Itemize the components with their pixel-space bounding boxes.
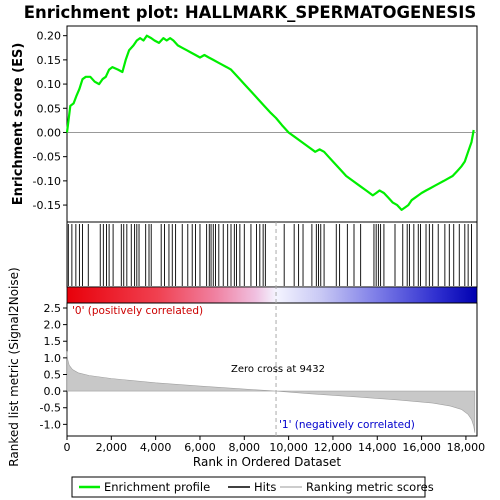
metric-y-tick-label: 0.5 bbox=[44, 368, 62, 381]
enrichment-score-panel: 0.20 0.15 0.10 0.05 0.00 -0.05 -0.10 -0.15 Enri… bbox=[11, 25, 478, 223]
x-ticks: 0 2,000 4,000 6,000 8,000 10,000 12,000 14,000 1… bbox=[64, 436, 486, 454]
hits-plot-area bbox=[66, 221, 478, 288]
metric-y-tick-label: 2.0 bbox=[44, 319, 62, 332]
es-y-tick-label: 0.00 bbox=[37, 126, 62, 139]
es-y-tick-label: 0.20 bbox=[37, 30, 62, 43]
x-tick-label: 6,000 bbox=[184, 441, 216, 454]
x-tick-label: 4,000 bbox=[140, 441, 172, 454]
chart-title: Enrichment plot: HALLMARK_SPERMATOGENESI… bbox=[24, 3, 477, 22]
x-tick-label: 16,000 bbox=[402, 441, 441, 454]
hits-panel bbox=[66, 221, 478, 304]
es-y-tick-label: -0.05 bbox=[33, 151, 61, 164]
enrichment-profile-line bbox=[65, 34, 475, 211]
metric-plot-area bbox=[66, 302, 478, 437]
es-y-tick-label: -0.10 bbox=[33, 175, 61, 188]
negative-correlation-label: '1' (negatively correlated) bbox=[279, 419, 415, 431]
es-y-ticks: 0.20 0.15 0.10 0.05 0.00 -0.05 -0.10 -0.15 bbox=[33, 30, 67, 212]
legend-profile-label: Enrichment profile bbox=[104, 480, 210, 494]
x-axis-label: Rank in Ordered Dataset bbox=[193, 455, 341, 469]
x-tick-label: 18,000 bbox=[447, 441, 486, 454]
positive-correlation-label: '0' (positively correlated) bbox=[72, 305, 203, 317]
es-y-axis-label: Enrichment score (ES) bbox=[11, 43, 26, 206]
metric-y-axis-label: Ranked list metric (Signal2Noise) bbox=[7, 267, 21, 466]
metric-y-tick-label: 1.5 bbox=[44, 335, 62, 348]
metric-y-tick-label: -1.0 bbox=[40, 418, 61, 431]
x-tick-label: 10,000 bbox=[269, 441, 308, 454]
x-tick-label: 2,000 bbox=[96, 441, 128, 454]
metric-y-tick-label: -0.5 bbox=[40, 402, 61, 415]
legend-hits-label: Hits bbox=[254, 480, 276, 494]
metric-y-tick-label: 2.5 bbox=[44, 302, 62, 315]
x-tick-label: 14,000 bbox=[358, 441, 397, 454]
metric-y-tick-label: 1.0 bbox=[44, 352, 62, 365]
ranking-metric-area bbox=[66, 351, 476, 433]
es-y-tick-label: 0.15 bbox=[37, 54, 62, 67]
ranked-metric-panel: 2.5 2.0 1.5 1.0 0.5 0.0 -0.5 -1.0 '0' (positive… bbox=[7, 222, 485, 469]
es-plot-area bbox=[66, 25, 478, 223]
hit-lines bbox=[67, 224, 472, 286]
x-tick-label: 12,000 bbox=[314, 441, 353, 454]
metric-y-ticks: 2.5 2.0 1.5 1.0 0.5 0.0 -0.5 -1.0 bbox=[40, 302, 67, 431]
ranking-color-bar bbox=[67, 287, 477, 303]
x-tick-label: 8,000 bbox=[229, 441, 261, 454]
x-tick-label: 0 bbox=[64, 441, 71, 454]
metric-y-tick-label: 0.0 bbox=[44, 385, 62, 398]
es-y-tick-label: 0.10 bbox=[37, 78, 62, 91]
es-y-tick-label: 0.05 bbox=[37, 102, 62, 115]
legend-metric-label: Ranking metric scores bbox=[306, 480, 434, 494]
legend: Enrichment profile Hits Ranking metric s… bbox=[71, 476, 434, 498]
es-y-tick-label: -0.15 bbox=[33, 199, 61, 212]
zero-cross-label: Zero cross at 9432 bbox=[231, 364, 325, 375]
